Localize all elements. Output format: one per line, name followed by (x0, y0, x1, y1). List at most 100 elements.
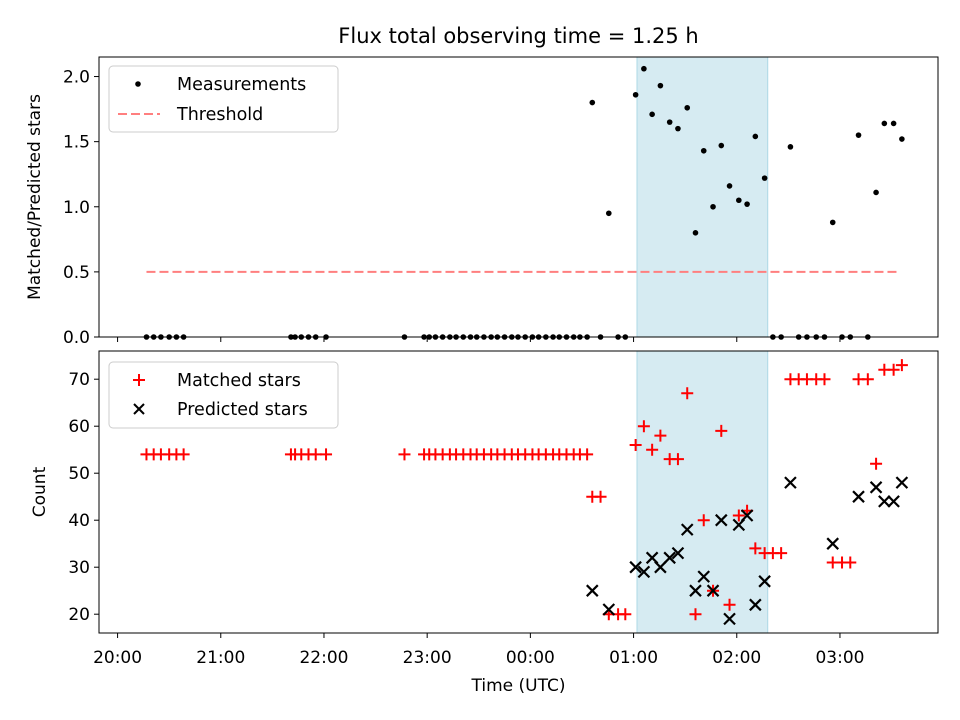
measurement-point (726, 183, 733, 189)
bottom-legend: Matched stars Predicted stars (108, 361, 339, 429)
chart-title: Flux total observing time = 1.25 h (338, 24, 698, 48)
predicted-star-point (715, 513, 728, 527)
predicted-star-point (629, 560, 642, 574)
bottom-ytick-label: 50 (68, 464, 90, 484)
predicted-star-point (869, 481, 883, 494)
x-tick-label: 01:00 (609, 648, 658, 668)
measurement-point (649, 111, 655, 118)
top-legend: Measurements Threshold (108, 65, 339, 133)
x-tick-label: 21:00 (196, 648, 245, 668)
predicted-star-point (878, 495, 891, 508)
measurement-point (666, 119, 673, 125)
x-tick-label: 03:00 (815, 648, 864, 668)
predicted-star-point (826, 537, 840, 550)
matched-star-point (689, 608, 702, 621)
measurement-point (657, 82, 664, 89)
measurement-point (710, 203, 716, 210)
x-tick-label: 20:00 (93, 648, 142, 668)
measurement-point (641, 65, 647, 72)
measurement-point (605, 210, 612, 217)
matched-star-point (723, 598, 736, 611)
x-tick-label: 22:00 (299, 648, 348, 668)
measurement-point (890, 120, 897, 127)
measurement-point (829, 219, 836, 226)
legend-measurements-marker (135, 81, 141, 87)
bottom-ytick-label: 30 (68, 558, 90, 578)
predicted-star-point (637, 565, 651, 579)
matched-star-point (775, 547, 788, 560)
top-ytick-label: 0.0 (63, 328, 90, 348)
top-highlight-span (636, 56, 769, 338)
matched-star-point (671, 453, 684, 466)
top-ytick-label: 1.5 (63, 133, 90, 153)
matched-star-point (619, 608, 632, 621)
bottom-ytick-label: 70 (68, 370, 90, 390)
measurement-point (718, 142, 725, 149)
predicted-star-point (749, 598, 762, 612)
top-axes-frame (98, 56, 939, 338)
matched-star-point (844, 556, 857, 569)
measurement-point (736, 197, 742, 204)
matched-star-point (861, 373, 874, 386)
legend-threshold-label: Threshold (176, 105, 263, 125)
matched-star-point (637, 420, 650, 433)
legend-matched-label: Matched stars (177, 371, 301, 391)
top-ytick-label: 1.0 (63, 198, 90, 218)
top-legend-box (108, 65, 339, 133)
matched-star-point (629, 439, 642, 451)
matched-star-point (818, 373, 831, 386)
top-ytick-label: 0.5 (63, 263, 90, 283)
top-y-axis-label: Matched/Predicted stars (25, 94, 45, 300)
x-axis-label: Time (UTC) (471, 676, 566, 696)
predicted-star-point (602, 603, 616, 616)
measurement-point (589, 99, 596, 106)
bottom-axes-frame (98, 350, 939, 634)
matched-star-point (654, 429, 667, 442)
x-tick-label: 02:00 (712, 648, 761, 668)
legend-predicted-label: Predicted stars (177, 400, 308, 420)
measurement-point (855, 132, 862, 138)
predicted-star-point (887, 495, 900, 508)
bottom-ytick-label: 20 (68, 605, 90, 625)
measurement-point (700, 147, 707, 154)
predicted-star-point (689, 584, 702, 597)
legend-matched-marker (133, 374, 145, 386)
predicted-star-point (654, 560, 667, 574)
predicted-star-point (723, 612, 736, 626)
matched-star-point (887, 363, 900, 376)
measurement-point (752, 133, 759, 140)
measurement-point (873, 189, 879, 196)
predicted-star-point (586, 584, 599, 597)
matched-star-point (870, 457, 883, 470)
measurement-point (899, 136, 905, 142)
predicted-star-point (706, 584, 720, 597)
measurement-point (761, 175, 768, 181)
legend-measurements-label: Measurements (177, 75, 306, 95)
bottom-panel: 20 30 40 50 60 70 20:00 21:00 22:00 23:00 00:00 01… (30, 350, 939, 696)
measurement-point (632, 91, 639, 98)
measurement-point (675, 125, 681, 132)
matched-star-point (895, 359, 908, 372)
top-panel: 0.00.51.01.52.0 Matched/Predicted stars … (25, 56, 939, 348)
matched-star-point (749, 542, 762, 555)
matched-star-point (732, 509, 745, 522)
measurement-point (684, 104, 691, 111)
matched-star-point (646, 443, 659, 456)
bottom-highlight-span (636, 350, 769, 634)
measurement-point (692, 230, 699, 236)
predicted-star-point (740, 509, 754, 522)
matched-star-point (581, 448, 594, 461)
legend-predicted-marker (133, 403, 145, 415)
bottom-legend-box (108, 361, 339, 429)
x-tick-label: 00:00 (506, 648, 555, 668)
matched-star-point (697, 514, 710, 527)
predicted-star-point (680, 523, 694, 536)
bottom-ytick-label: 60 (68, 417, 90, 437)
bottom-y-axis-label: Count (30, 466, 50, 517)
matched-star-point (715, 424, 728, 437)
measurement-point (881, 120, 888, 127)
predicted-star-point (784, 476, 797, 489)
measurement-point (744, 201, 750, 207)
predicted-star-point (663, 551, 676, 565)
